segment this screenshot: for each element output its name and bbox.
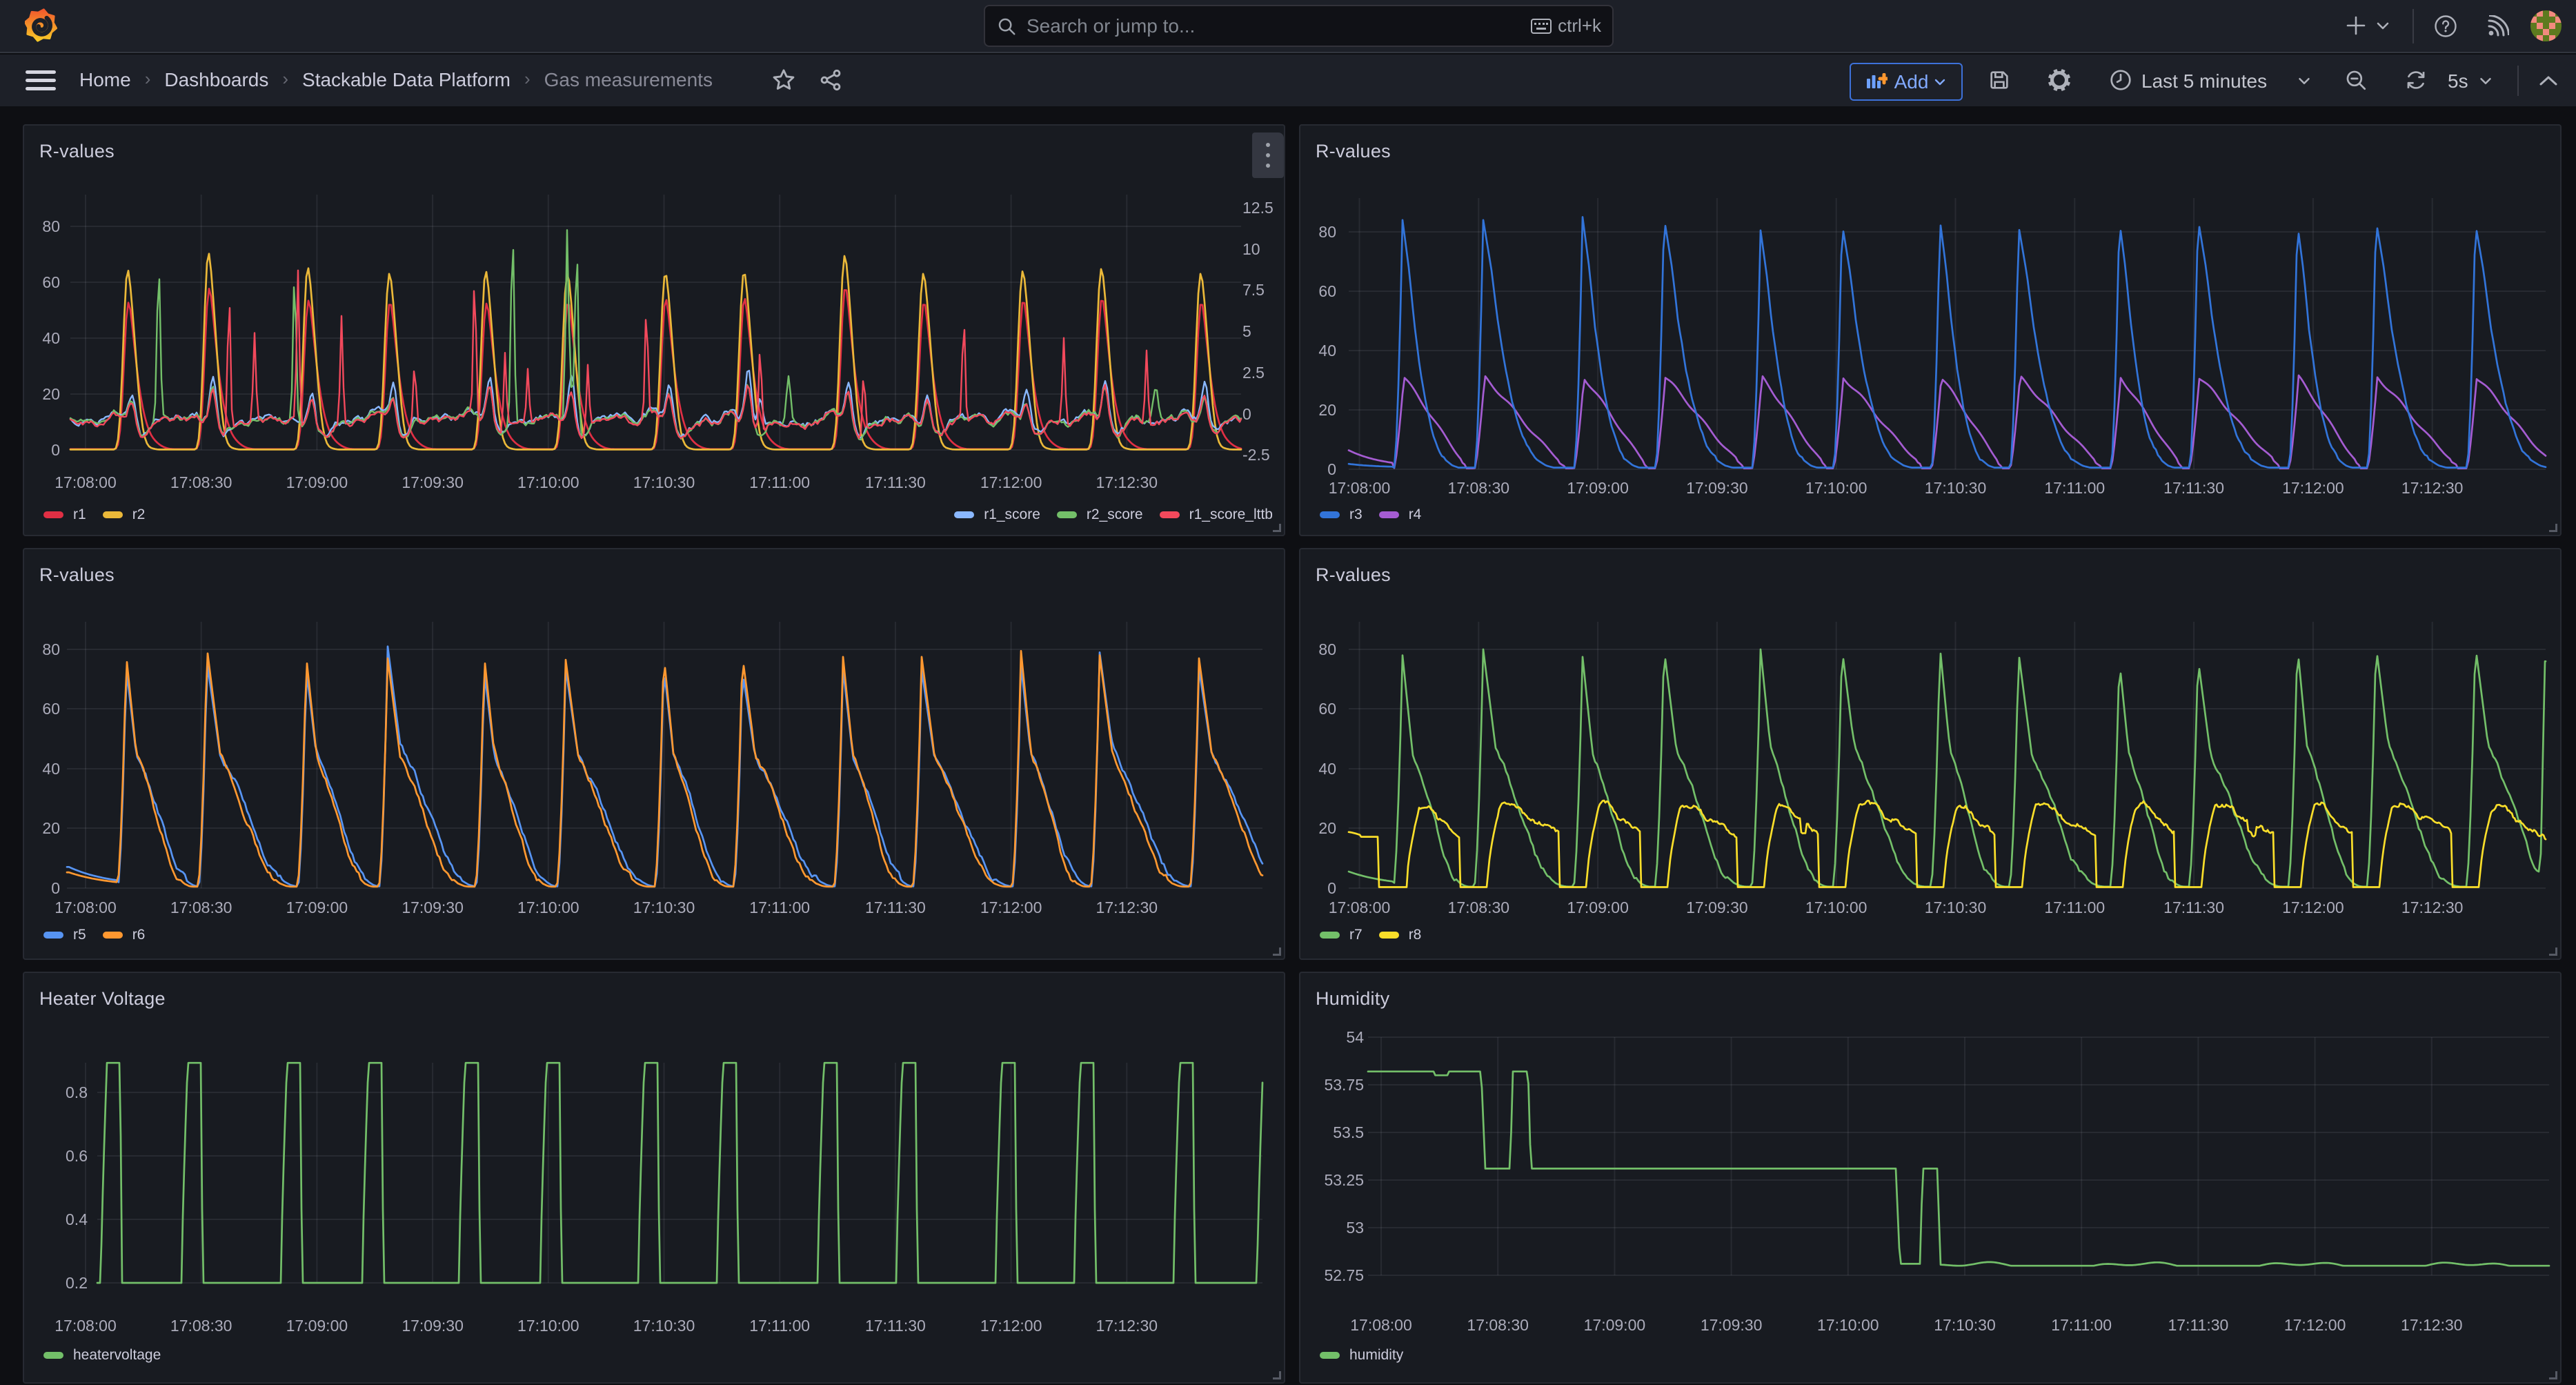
svg-text:0: 0: [51, 441, 60, 459]
svg-text:17:09:00: 17:09:00: [1584, 1316, 1646, 1334]
svg-text:2.5: 2.5: [1242, 364, 1265, 382]
svg-text:40: 40: [1318, 760, 1336, 778]
svg-text:20: 20: [42, 385, 60, 403]
svg-text:17:11:30: 17:11:30: [865, 1317, 926, 1335]
svg-text:17:08:30: 17:08:30: [170, 1317, 232, 1335]
svg-text:17:10:00: 17:10:00: [517, 1317, 579, 1335]
svg-text:17:11:30: 17:11:30: [865, 898, 926, 916]
svg-text:17:12:00: 17:12:00: [2282, 479, 2344, 497]
svg-text:-2.5: -2.5: [1242, 446, 1270, 464]
svg-text:40: 40: [1318, 342, 1336, 360]
svg-text:0: 0: [1327, 879, 1336, 897]
svg-text:0.4: 0.4: [66, 1210, 88, 1228]
svg-text:17:09:30: 17:09:30: [402, 1317, 464, 1335]
svg-text:80: 80: [1318, 223, 1336, 241]
svg-text:17:09:00: 17:09:00: [286, 1317, 348, 1335]
svg-text:0: 0: [1242, 405, 1251, 423]
svg-text:17:09:00: 17:09:00: [1567, 479, 1629, 497]
svg-text:17:10:00: 17:10:00: [517, 898, 579, 916]
svg-text:60: 60: [1318, 282, 1336, 300]
svg-text:17:11:30: 17:11:30: [865, 473, 926, 491]
svg-text:53.75: 53.75: [1324, 1076, 1364, 1094]
svg-text:80: 80: [42, 640, 60, 658]
svg-text:17:12:30: 17:12:30: [2401, 898, 2464, 916]
svg-text:17:08:00: 17:08:00: [1329, 898, 1391, 916]
svg-text:12.5: 12.5: [1242, 199, 1274, 217]
svg-text:17:11:00: 17:11:00: [2051, 1316, 2112, 1334]
svg-text:7.5: 7.5: [1242, 281, 1265, 299]
svg-text:17:08:00: 17:08:00: [1350, 1316, 1412, 1334]
svg-text:20: 20: [1318, 401, 1336, 419]
svg-text:17:12:30: 17:12:30: [2401, 479, 2464, 497]
svg-text:52.75: 52.75: [1324, 1266, 1364, 1284]
svg-text:17:08:00: 17:08:00: [55, 473, 117, 491]
svg-text:17:11:30: 17:11:30: [2163, 479, 2224, 497]
svg-text:17:09:30: 17:09:30: [402, 898, 464, 916]
svg-text:17:10:30: 17:10:30: [633, 473, 695, 491]
svg-text:17:10:00: 17:10:00: [1805, 898, 1867, 916]
svg-text:17:12:30: 17:12:30: [2401, 1316, 2463, 1334]
svg-text:17:11:00: 17:11:00: [749, 473, 810, 491]
svg-text:54: 54: [1346, 1028, 1364, 1046]
svg-text:17:11:00: 17:11:00: [2044, 898, 2105, 916]
svg-text:17:09:30: 17:09:30: [1686, 479, 1748, 497]
svg-text:17:09:30: 17:09:30: [402, 473, 464, 491]
svg-text:0.2: 0.2: [66, 1274, 88, 1292]
svg-text:60: 60: [42, 273, 60, 291]
svg-text:17:10:00: 17:10:00: [517, 473, 579, 491]
svg-text:17:08:30: 17:08:30: [170, 473, 232, 491]
svg-text:17:12:30: 17:12:30: [1096, 898, 1158, 916]
svg-text:17:12:00: 17:12:00: [2282, 898, 2344, 916]
svg-text:17:08:30: 17:08:30: [1448, 898, 1510, 916]
svg-text:17:11:00: 17:11:00: [749, 898, 810, 916]
svg-text:17:10:30: 17:10:30: [633, 1317, 695, 1335]
svg-text:17:10:30: 17:10:30: [1934, 1316, 1996, 1334]
svg-text:17:10:00: 17:10:00: [1805, 479, 1867, 497]
svg-text:17:12:00: 17:12:00: [980, 1317, 1042, 1335]
svg-text:17:11:30: 17:11:30: [2163, 898, 2224, 916]
svg-text:17:12:30: 17:12:30: [1096, 1317, 1158, 1335]
svg-text:40: 40: [42, 329, 60, 347]
svg-text:17:10:00: 17:10:00: [1817, 1316, 1879, 1334]
svg-text:17:09:00: 17:09:00: [286, 473, 348, 491]
svg-text:53.5: 53.5: [1333, 1123, 1364, 1141]
svg-text:17:08:30: 17:08:30: [170, 898, 232, 916]
svg-text:17:12:00: 17:12:00: [980, 898, 1042, 916]
svg-text:53.25: 53.25: [1324, 1171, 1364, 1189]
svg-text:0: 0: [51, 879, 60, 897]
svg-text:5: 5: [1242, 322, 1251, 340]
svg-text:40: 40: [42, 760, 60, 778]
svg-text:0: 0: [1327, 460, 1336, 478]
svg-text:20: 20: [1318, 819, 1336, 837]
svg-text:17:08:30: 17:08:30: [1467, 1316, 1529, 1334]
svg-text:17:11:00: 17:11:00: [749, 1317, 810, 1335]
svg-text:17:12:30: 17:12:30: [1096, 473, 1158, 491]
svg-text:17:09:30: 17:09:30: [1686, 898, 1748, 916]
svg-text:17:10:30: 17:10:30: [1925, 898, 1987, 916]
svg-text:80: 80: [42, 217, 60, 235]
svg-text:17:09:00: 17:09:00: [286, 898, 348, 916]
svg-text:60: 60: [1318, 700, 1336, 718]
svg-text:17:12:00: 17:12:00: [2284, 1316, 2346, 1334]
svg-text:53: 53: [1346, 1219, 1364, 1237]
svg-text:17:10:30: 17:10:30: [1925, 479, 1987, 497]
svg-text:0.6: 0.6: [66, 1147, 88, 1165]
svg-text:17:08:00: 17:08:00: [55, 1317, 117, 1335]
svg-text:17:11:30: 17:11:30: [2168, 1316, 2228, 1334]
svg-text:0.8: 0.8: [66, 1083, 88, 1101]
svg-text:17:09:30: 17:09:30: [1701, 1316, 1763, 1334]
svg-text:17:09:00: 17:09:00: [1567, 898, 1629, 916]
svg-text:60: 60: [42, 700, 60, 718]
svg-text:10: 10: [1242, 240, 1260, 258]
svg-text:17:11:00: 17:11:00: [2044, 479, 2105, 497]
svg-text:80: 80: [1318, 640, 1336, 658]
svg-text:17:12:00: 17:12:00: [980, 473, 1042, 491]
svg-text:17:08:00: 17:08:00: [1329, 479, 1391, 497]
svg-text:20: 20: [42, 819, 60, 837]
svg-text:17:10:30: 17:10:30: [633, 898, 695, 916]
svg-text:17:08:30: 17:08:30: [1448, 479, 1510, 497]
svg-text:17:08:00: 17:08:00: [55, 898, 117, 916]
